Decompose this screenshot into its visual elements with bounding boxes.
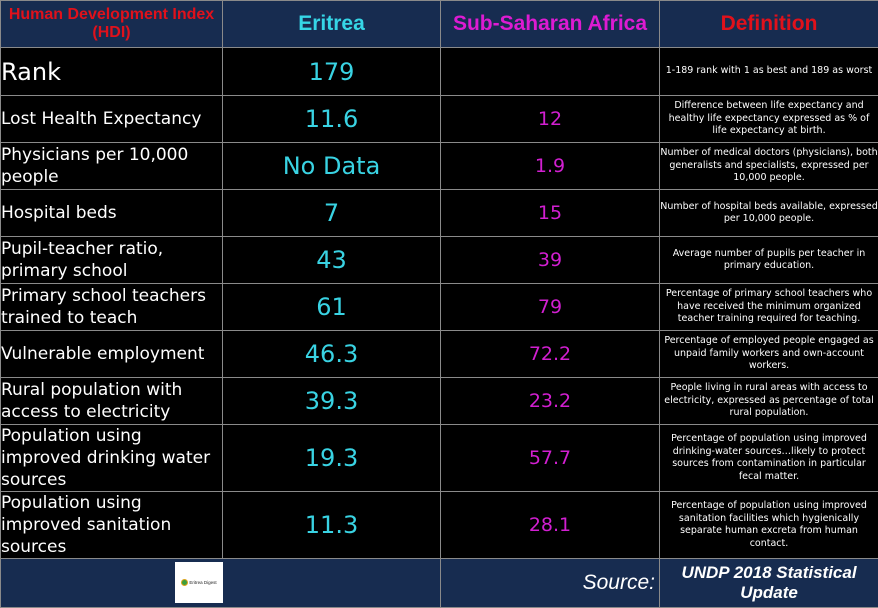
ssa-value: 1.9: [441, 143, 660, 190]
logo-emblem-icon: [181, 579, 188, 586]
eritrea-digest-logo: Eritrea Digest: [175, 562, 223, 603]
metric-name: Population using improved sanitation sou…: [1, 492, 223, 559]
eritrea-value: 19.3: [223, 425, 441, 492]
eritrea-value: 46.3: [223, 331, 441, 378]
definition-text: Average number of pupils per teacher in …: [660, 237, 878, 284]
table-row: Hospital beds 7 15 Number of hospital be…: [1, 190, 878, 237]
definition-text: Difference between life expectancy and h…: [660, 96, 878, 143]
eritrea-value: 7: [223, 190, 441, 237]
eritrea-value: 39.3: [223, 378, 441, 425]
metric-name: Rural population with access to electric…: [1, 378, 223, 425]
footer-row: Eritrea Digest Source: UNDP 2018 Statist…: [1, 559, 878, 608]
definition-column-header: Definition: [660, 1, 878, 48]
definition-text: Percentage of primary school teachers wh…: [660, 284, 878, 331]
definition-text: Number of medical doctors (physicians), …: [660, 143, 878, 190]
metric-name: Rank: [1, 48, 223, 96]
table-row: Primary school teachers trained to teach…: [1, 284, 878, 331]
ssa-value: 39: [441, 237, 660, 284]
ssa-value: 79: [441, 284, 660, 331]
table-row: Population using improved sanitation sou…: [1, 492, 878, 559]
definition-text: Percentage of population using improved …: [660, 425, 878, 492]
logo-cell: Eritrea Digest: [1, 559, 441, 608]
eritrea-value: No Data: [223, 143, 441, 190]
table-row-rank: Rank 179 1-189 rank with 1 as best and 1…: [1, 48, 878, 96]
metric-name: Physicians per 10,000 people: [1, 143, 223, 190]
definition-text: Percentage of employed people engaged as…: [660, 331, 878, 378]
table-row: Pupil-teacher ratio, primary school 43 3…: [1, 237, 878, 284]
metric-name: Pupil-teacher ratio, primary school: [1, 237, 223, 284]
table-row: Rural population with access to electric…: [1, 378, 878, 425]
definition-text: Number of hospital beds available, expre…: [660, 190, 878, 237]
eritrea-value: 43: [223, 237, 441, 284]
metric-name: Hospital beds: [1, 190, 223, 237]
source-value: UNDP 2018 Statistical Update: [660, 559, 878, 608]
metric-name: Lost Health Expectancy: [1, 96, 223, 143]
ssa-value: 72.2: [441, 331, 660, 378]
eritrea-value: 61: [223, 284, 441, 331]
ssa-value: [441, 48, 660, 96]
ssa-value: 15: [441, 190, 660, 237]
definition-text: 1-189 rank with 1 as best and 189 as wor…: [660, 48, 878, 96]
metric-column-header: Human Development Index (HDI): [1, 1, 223, 48]
ssa-column-header: Sub-Saharan Africa: [441, 1, 660, 48]
eritrea-value: 11.6: [223, 96, 441, 143]
eritrea-value: 11.3: [223, 492, 441, 559]
ssa-value: 57.7: [441, 425, 660, 492]
metric-name: Primary school teachers trained to teach: [1, 284, 223, 331]
definition-text: People living in rural areas with access…: [660, 378, 878, 425]
table-row: Population using improved drinking water…: [1, 425, 878, 492]
metric-name: Population using improved drinking water…: [1, 425, 223, 492]
ssa-value: 12: [441, 96, 660, 143]
metric-name: Vulnerable employment: [1, 331, 223, 378]
source-label: Source:: [441, 559, 660, 608]
table-row: Physicians per 10,000 people No Data 1.9…: [1, 143, 878, 190]
definition-text: Percentage of population using improved …: [660, 492, 878, 559]
ssa-value: 28.1: [441, 492, 660, 559]
ssa-value: 23.2: [441, 378, 660, 425]
logo-text: Eritrea Digest: [189, 580, 216, 585]
table-row: Lost Health Expectancy 11.6 12 Differenc…: [1, 96, 878, 143]
eritrea-value: 179: [223, 48, 441, 96]
table-row: Vulnerable employment 46.3 72.2 Percenta…: [1, 331, 878, 378]
eritrea-column-header: Eritrea: [223, 1, 441, 48]
header-row: Human Development Index (HDI) Eritrea Su…: [1, 1, 878, 48]
